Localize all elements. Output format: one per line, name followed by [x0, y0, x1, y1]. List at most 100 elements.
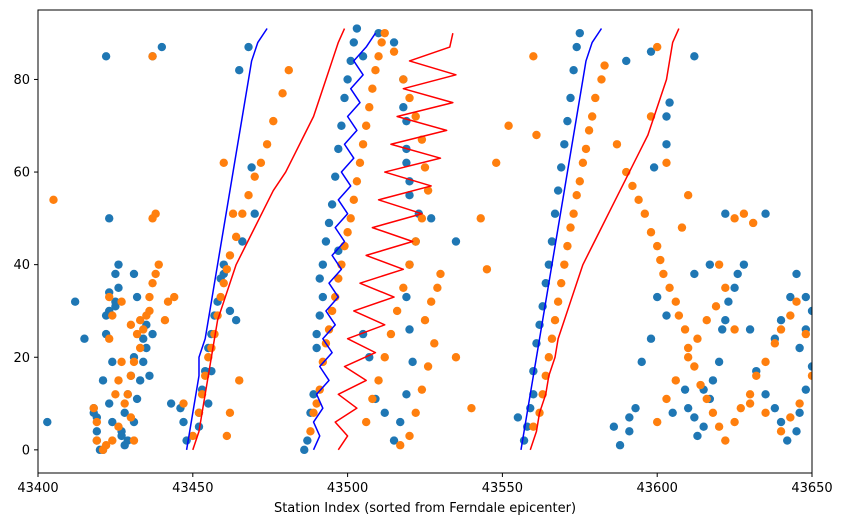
orange-points-point	[674, 311, 684, 320]
blue-points-point	[312, 329, 321, 339]
orange-points-point	[426, 297, 436, 306]
orange-points-point	[405, 431, 414, 441]
blue-points-point	[321, 237, 331, 246]
orange-points-point	[105, 292, 114, 302]
x-tick-label: 43400	[17, 481, 58, 496]
orange-points-point	[711, 302, 721, 311]
blue-points-point	[315, 274, 324, 283]
orange-points-point	[284, 65, 293, 75]
blue-points-point	[649, 163, 659, 172]
blue-points-point	[699, 422, 708, 431]
orange-points-point	[560, 260, 569, 269]
blue-points-point	[129, 269, 139, 279]
x-tick-label: 43550	[482, 481, 523, 496]
orange-points-point	[219, 278, 228, 288]
blue-points-point	[683, 403, 693, 413]
blue-points-point	[690, 413, 699, 422]
blue-points-point	[795, 343, 804, 353]
blue-points-point	[114, 260, 123, 269]
blue-points-point	[733, 269, 742, 279]
blue-points-point	[776, 316, 786, 325]
blue-points-point	[402, 390, 411, 399]
orange-points-point	[665, 283, 674, 292]
orange-points-point	[745, 399, 755, 408]
orange-points-point	[145, 292, 154, 302]
blue-points-point	[637, 357, 646, 367]
orange-points-point	[114, 422, 123, 431]
orange-points-point	[776, 325, 786, 334]
blue-points-point	[352, 24, 362, 33]
blue-points-point	[105, 399, 114, 408]
red-line-3	[529, 28, 680, 451]
plot-marks	[43, 24, 812, 455]
blue-points-point	[238, 237, 247, 246]
orange-points-point	[371, 65, 380, 75]
plot-frame	[37, 9, 813, 474]
orange-points-point	[411, 408, 420, 418]
orange-points-point	[476, 214, 485, 223]
orange-points-point	[179, 399, 188, 408]
blue-points-point	[135, 376, 145, 385]
orange-points-point	[129, 357, 139, 367]
blue-points-point	[139, 357, 148, 367]
blue-points-point	[721, 209, 730, 218]
blue-points-point	[389, 436, 399, 445]
orange-points-point	[736, 403, 745, 413]
orange-points-point	[795, 399, 804, 408]
orange-points-point	[380, 28, 389, 38]
blue-points-point	[563, 116, 572, 126]
x-tick-label: 43450	[172, 481, 213, 496]
orange-points-point	[411, 237, 420, 246]
blue-points-point	[662, 311, 671, 320]
blue-points-point	[331, 172, 340, 181]
blue-points-point	[662, 112, 671, 121]
blue-points-point	[247, 163, 256, 172]
blue-points-point	[101, 52, 111, 61]
orange-points-point	[210, 329, 219, 339]
blue-points-point	[145, 371, 154, 380]
orange-points-point	[148, 52, 157, 61]
blue-points-point	[92, 427, 102, 436]
orange-points-point	[135, 316, 145, 325]
orange-points-point	[377, 38, 386, 47]
orange-points-point	[145, 306, 154, 316]
orange-points-point	[207, 343, 216, 353]
blue-points-point	[690, 269, 699, 279]
blue-points-point	[396, 417, 405, 427]
orange-points-point	[368, 394, 377, 404]
blue-points-point	[680, 385, 690, 394]
blue-points-point	[653, 292, 662, 302]
orange-points-point	[656, 255, 665, 265]
blue-points-point	[300, 445, 309, 455]
orange-points-point	[411, 112, 420, 121]
orange-points-point	[126, 320, 136, 330]
blue-points-point	[346, 56, 355, 66]
blue-points-point	[235, 65, 244, 75]
orange-points-point	[324, 325, 334, 334]
blue-points-point	[739, 260, 749, 269]
orange-points-point	[776, 427, 786, 436]
orange-points-point	[566, 223, 575, 232]
orange-points-point	[702, 394, 711, 404]
blue-points-point	[553, 186, 563, 195]
orange-points-point	[154, 260, 163, 269]
blue-points-point	[204, 399, 213, 408]
orange-points-point	[399, 283, 408, 292]
orange-points-point	[352, 177, 362, 186]
orange-points-point	[708, 408, 718, 418]
orange-points-point	[365, 103, 374, 112]
blue-points-point	[105, 214, 114, 223]
blue-points-point	[572, 42, 581, 52]
blue-points-point	[569, 65, 578, 75]
orange-points-point	[430, 339, 439, 348]
orange-points-point	[361, 417, 371, 427]
orange-points-point	[730, 214, 739, 223]
blue-points-point	[114, 283, 123, 292]
orange-points-point	[786, 311, 795, 320]
orange-points-point	[396, 441, 405, 450]
orange-points-point	[327, 306, 337, 316]
orange-points-point	[111, 390, 120, 399]
blue-points-point	[615, 441, 625, 450]
orange-points-point	[504, 121, 513, 130]
orange-points-point	[160, 316, 170, 325]
